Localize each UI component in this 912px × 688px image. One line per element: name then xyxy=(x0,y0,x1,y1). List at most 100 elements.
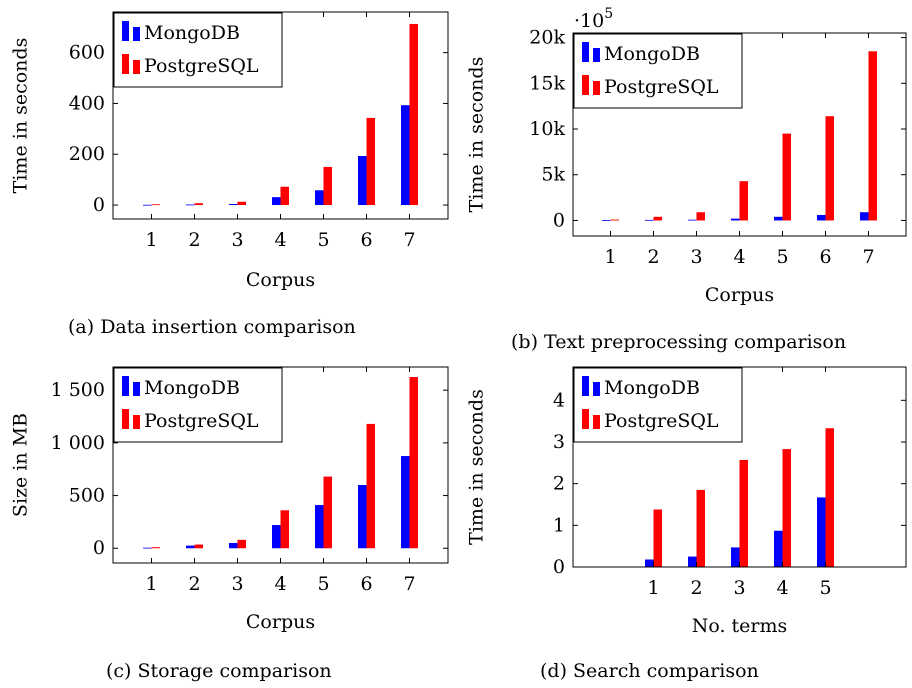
xlabel-d: No. terms xyxy=(692,615,788,637)
xlabel-b: Corpus xyxy=(705,284,774,306)
bar-c-mongodb-4 xyxy=(272,525,281,549)
bar-d-postgresql-3 xyxy=(739,459,748,567)
scale-exponent-b: 5 xyxy=(604,6,613,22)
bar-a-postgresql-7 xyxy=(409,23,418,206)
xtick-label-c-2: 3 xyxy=(231,573,243,595)
chart-panel-d: 0 1 2 3 4 1 2 3 4 5 No. terms Time in seconds MongoD… xyxy=(456,355,912,655)
bar-c-postgresql-1 xyxy=(151,547,160,549)
bar-d-postgresql-1 xyxy=(653,509,662,567)
ytick-label-b-1: 5k xyxy=(541,164,565,186)
bar-a-postgresql-2 xyxy=(194,203,203,206)
ytick-label-c-2: 1 000 xyxy=(51,432,105,454)
ytick-label-a-2: 400 xyxy=(69,92,105,114)
bar-c-mongodb-2 xyxy=(186,545,195,549)
legend-box-b xyxy=(573,33,743,109)
ytick-label-d-0: 0 xyxy=(553,556,565,578)
legend-swatch-b-c-0 xyxy=(133,382,140,396)
bar-a-mongodb-2 xyxy=(186,204,195,206)
bar-c-postgresql-5 xyxy=(323,476,332,549)
xtick-label-b-6: 7 xyxy=(862,246,874,268)
legend-swatch-b-b-0 xyxy=(593,48,600,62)
legend-swatch-a-c-0 xyxy=(122,376,129,396)
legend-label-b-1: PostgreSQL xyxy=(604,76,719,98)
ytick-label-b-2: 10k xyxy=(529,118,565,140)
xtick-label-a-6: 7 xyxy=(403,229,415,251)
chart-b-svg: 0 5k 10k 15k 20k 1 2 3 4 5 6 7 Corpus Time in seconds… xyxy=(466,6,907,306)
bar-d-mongodb-4 xyxy=(774,530,783,567)
legend-swatch-a-a-1 xyxy=(122,54,129,74)
bar-c-mongodb-5 xyxy=(315,505,324,549)
xtick-label-d-3: 4 xyxy=(776,577,788,599)
chart-c-svg: 0 500 1 000 1 500 1 2 3 4 5 6 7 Corpus Size in MB Mon… xyxy=(10,366,449,633)
ytick-label-d-4: 4 xyxy=(553,389,565,411)
legend-label-b-0: MongoDB xyxy=(604,43,700,65)
bar-b-postgresql-2 xyxy=(653,216,662,221)
xtick-label-b-3: 4 xyxy=(733,246,745,268)
xtick-label-a-2: 3 xyxy=(231,229,243,251)
bar-b-postgresql-5 xyxy=(782,133,791,221)
bar-d-mongodb-5 xyxy=(817,497,826,567)
ytick-label-a-0: 0 xyxy=(93,194,105,216)
bar-b-postgresql-7 xyxy=(868,51,877,221)
bar-b-mongodb-6 xyxy=(817,214,826,221)
bar-b-postgresql-4 xyxy=(739,181,748,221)
xtick-label-d-4: 5 xyxy=(819,577,831,599)
bar-b-mongodb-3 xyxy=(688,219,697,221)
bar-b-postgresql-6 xyxy=(825,116,834,221)
xtick-label-c-3: 4 xyxy=(274,573,286,595)
bar-a-postgresql-1 xyxy=(151,204,160,206)
bar-a-mongodb-1 xyxy=(143,204,152,206)
legend-box-a xyxy=(113,12,283,88)
xtick-label-b-2: 3 xyxy=(690,246,702,268)
xtick-label-b-4: 5 xyxy=(776,246,788,268)
legend-swatch-a-d-0 xyxy=(582,376,589,396)
bar-c-mongodb-6 xyxy=(358,485,367,549)
bar-b-mongodb-1 xyxy=(602,220,611,221)
bar-c-postgresql-4 xyxy=(280,510,289,549)
legend-swatch-b-c-1 xyxy=(133,415,140,429)
legend-label-a-0: MongoDB xyxy=(144,22,240,44)
bar-d-mongodb-2 xyxy=(688,556,697,567)
caption-c: (c) Storage comparison xyxy=(106,660,332,682)
bar-b-postgresql-1 xyxy=(610,219,619,221)
xtick-label-c-4: 5 xyxy=(317,573,329,595)
bar-b-mongodb-7 xyxy=(860,212,869,221)
legend-swatch-b-a-1 xyxy=(133,60,140,74)
bar-a-postgresql-5 xyxy=(323,166,332,206)
legend-box-c xyxy=(113,367,283,443)
xlabel-c: Corpus xyxy=(246,611,315,633)
caption-d: (d) Search comparison xyxy=(540,660,759,682)
legend-box-d xyxy=(573,367,743,443)
bar-b-mongodb-2 xyxy=(645,219,654,221)
bar-a-postgresql-6 xyxy=(366,117,375,206)
bar-a-mongodb-3 xyxy=(229,204,238,206)
xtick-label-b-1: 2 xyxy=(647,246,659,268)
bar-b-mongodb-5 xyxy=(774,216,783,221)
ytick-label-d-3: 3 xyxy=(553,431,565,453)
caption-b: (b) Text preprocessing comparison xyxy=(511,331,847,353)
bar-a-mongodb-6 xyxy=(358,156,367,206)
bar-a-mongodb-7 xyxy=(401,105,410,206)
bar-d-mongodb-3 xyxy=(731,547,740,567)
ytick-label-c-1: 500 xyxy=(69,485,105,507)
legend-swatch-b-d-1 xyxy=(593,415,600,429)
legend-swatch-a-d-1 xyxy=(582,409,589,429)
bar-d-postgresql-5 xyxy=(825,428,834,567)
ytick-label-b-4: 20k xyxy=(529,27,565,49)
legend-swatch-a-a-0 xyxy=(122,21,129,41)
bar-c-postgresql-7 xyxy=(409,377,418,549)
ytick-label-d-1: 1 xyxy=(553,514,565,536)
bar-a-mongodb-4 xyxy=(272,197,281,206)
bar-c-mongodb-1 xyxy=(143,547,152,549)
bar-c-mongodb-3 xyxy=(229,542,238,549)
caption-a: (a) Data insertion comparison xyxy=(68,316,356,338)
xtick-label-b-0: 1 xyxy=(604,246,616,268)
bar-a-mongodb-5 xyxy=(315,190,324,206)
bar-d-postgresql-2 xyxy=(696,489,705,567)
xlabel-a: Corpus xyxy=(246,269,315,291)
chart-panel-c: 0 500 1 000 1 500 1 2 3 4 5 6 7 Corpus Size in MB Mon… xyxy=(0,355,456,655)
ytick-label-c-3: 1 500 xyxy=(51,379,105,401)
bar-c-postgresql-2 xyxy=(194,544,203,549)
legend-label-d-0: MongoDB xyxy=(604,377,700,399)
xtick-label-c-0: 1 xyxy=(145,573,157,595)
